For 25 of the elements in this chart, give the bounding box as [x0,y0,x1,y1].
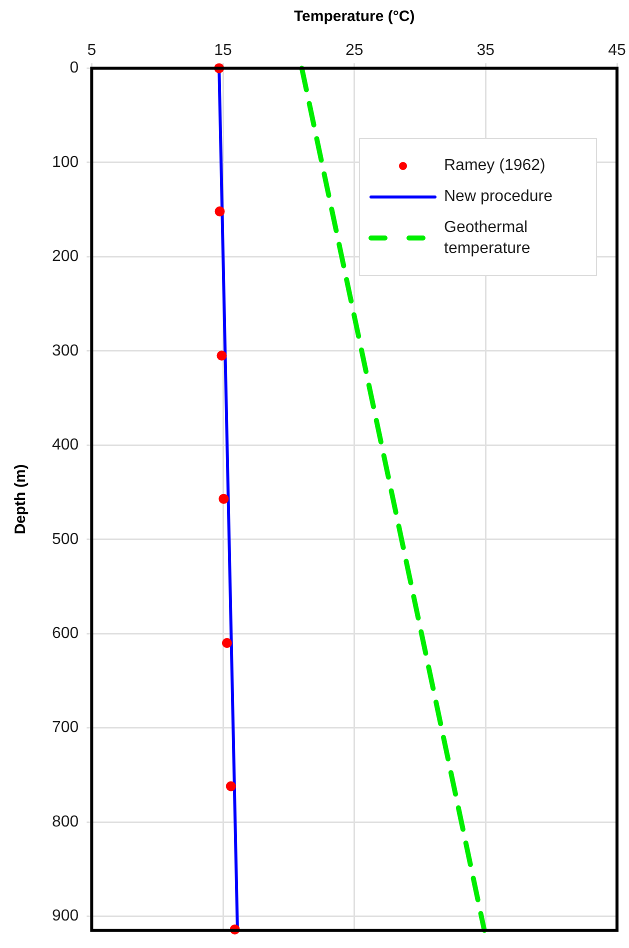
y-tick-label: 800 [52,813,79,830]
y-tick-label: 0 [70,60,79,77]
y-axis-title: Depth (m) [12,464,30,534]
x-tick-label: 15 [214,42,232,60]
x-tick-label: 35 [476,42,495,60]
y-tick-label: 200 [52,248,79,266]
point [222,638,232,648]
y-tick-label: 300 [52,342,79,360]
y-tick-label: 500 [52,530,79,548]
x-tick-label: 25 [345,42,364,60]
point [214,206,225,216]
x-tick-label: 5 [87,42,96,60]
point [216,350,227,361]
legend-label: Ramey (1962) [444,156,546,176]
legend-label: Geothermal temperature [444,218,532,260]
point [218,494,229,504]
x-axis-title: Temperature (°C) [294,8,415,26]
legend-label: New procedure [444,187,554,208]
y-tick-label: 700 [52,719,79,736]
x-tick-label: 45 [608,42,626,60]
y-tick-label: 600 [52,624,79,642]
point [226,781,236,792]
y-tick-label: 900 [52,908,79,925]
y-tick-label: 100 [52,154,79,171]
y-tick-label: 400 [52,436,79,454]
